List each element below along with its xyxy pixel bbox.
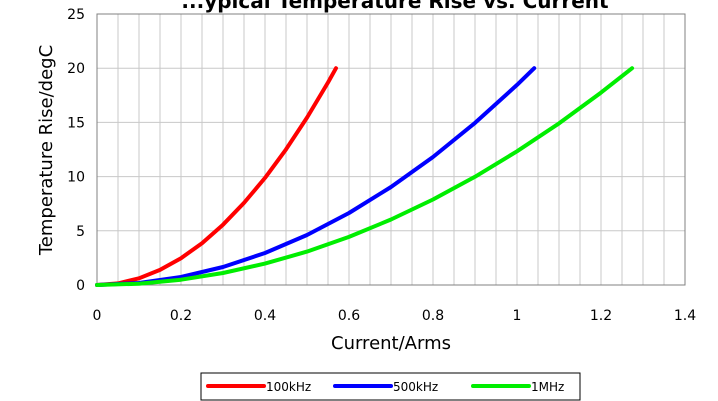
x-tick-label: 0.4 (254, 308, 276, 324)
chart-title: ...ypical Temperature Rise vs. Current (181, 0, 609, 13)
x-axis-ticks: 0 0.2 0.4 0.6 0.8 1 1.2 1.4 (93, 308, 697, 324)
y-axis-ticks: 0 5 10 15 20 25 (67, 7, 85, 294)
x-tick-label: 1.4 (674, 308, 696, 324)
x-tick-label: 0.6 (338, 308, 360, 324)
x-tick-label: 0 (93, 308, 102, 324)
series-lines (95, 66, 635, 287)
series-line-1mhz (95, 66, 635, 287)
x-tick-label: 0.2 (170, 308, 192, 324)
x-tick-label: 0.8 (422, 308, 444, 324)
y-tick-label: 10 (67, 170, 85, 186)
x-tick-label: 1 (513, 308, 522, 324)
grid-lines (97, 14, 685, 285)
legend-label-100khz: 100kHz (266, 380, 311, 394)
plot-area-frame (96, 13, 686, 286)
x-tick-label: 1.2 (590, 308, 612, 324)
y-tick-label: 20 (67, 61, 85, 77)
legend-label-500khz: 500kHz (393, 380, 438, 394)
legend: 100kHz 500kHz 1MHz (200, 372, 581, 401)
legend-label-1mhz: 1MHz (531, 380, 564, 394)
y-tick-label: 5 (76, 224, 85, 240)
y-tick-label: 0 (76, 278, 85, 294)
x-axis-title: Current/Arms (331, 333, 451, 354)
series-line-100khz (95, 66, 338, 287)
y-axis-title: Temperature Rise/degC (36, 45, 57, 256)
y-tick-label: 25 (67, 7, 85, 23)
series-line-500khz (95, 66, 537, 287)
y-tick-label: 15 (67, 115, 85, 131)
